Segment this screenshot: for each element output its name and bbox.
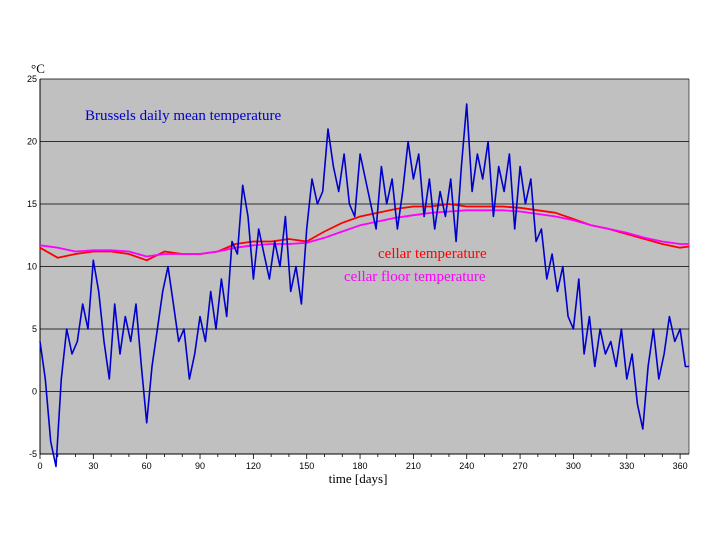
y-tick-label: 0	[32, 387, 37, 397]
x-tick-label: 180	[353, 461, 368, 471]
x-tick-label: 30	[88, 461, 98, 471]
y-tick-label: 15	[27, 199, 37, 209]
y-tick-label: 10	[27, 262, 37, 272]
series-label-cellar-floor: cellar floor temperature	[344, 269, 486, 285]
x-tick-label: 210	[406, 461, 421, 471]
series-line-cellar-floor-temperature	[39, 209, 689, 258]
x-tick-label: 0	[37, 461, 42, 471]
x-tick-label: 240	[459, 461, 474, 471]
x-tick-label: 360	[673, 461, 688, 471]
x-tick-label: 60	[142, 461, 152, 471]
y-tick-label: 25	[27, 74, 37, 84]
y-tick-label: 5	[32, 324, 37, 334]
series-lines	[39, 103, 690, 468]
x-tick-label: 150	[299, 461, 314, 471]
x-tick-label: 90	[195, 461, 205, 471]
series-label-brussels: Brussels daily mean temperature	[85, 108, 282, 124]
y-tick-label: -5	[29, 449, 37, 459]
x-axis-label: time [days]	[329, 471, 388, 486]
x-tick-label: 120	[246, 461, 261, 471]
y-axis-label: °C	[31, 61, 45, 76]
x-tick-label: 270	[513, 461, 528, 471]
series-line-brussels-daily-mean-temperature	[39, 103, 689, 468]
x-tick-label: 300	[566, 461, 581, 471]
y-tick-label: 20	[27, 137, 37, 147]
x-tick-label: 330	[619, 461, 634, 471]
series-label-cellar: cellar temperature	[378, 246, 487, 262]
axes	[39, 79, 690, 459]
